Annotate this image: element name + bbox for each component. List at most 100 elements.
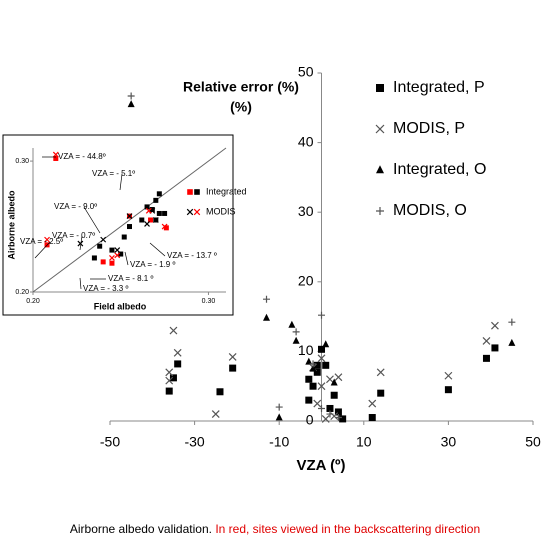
y-tick-label: 0: [306, 412, 314, 428]
marker: [334, 373, 343, 382]
caption-highlight: In red, sites viewed in the backscatteri…: [215, 522, 480, 536]
annotation-arrow: [124, 251, 129, 266]
annotation: VZA = - 8.1 º: [108, 274, 153, 283]
marker: [376, 165, 384, 174]
marker: [121, 234, 127, 240]
marker: [228, 353, 237, 361]
marker: [376, 207, 384, 215]
annotation: VZA = - 0.7º: [52, 231, 95, 240]
marker: [318, 311, 325, 319]
annotation-arrow: [79, 277, 82, 290]
y-tick-label: 50: [298, 64, 314, 80]
annotation: VZA = - 1.9 º: [130, 260, 175, 269]
marker: [313, 399, 322, 408]
marker: [161, 223, 168, 230]
marker: [322, 340, 330, 348]
annotation-arrow: [83, 206, 101, 234]
marker: [109, 247, 115, 253]
y-tick-label: 20: [298, 273, 314, 289]
x-tick-label: 50: [525, 434, 541, 450]
inset-y-tick-label: 0.30: [15, 158, 29, 165]
marker: [148, 217, 154, 223]
marker: [127, 100, 135, 108]
inset-legend-label: MODIS: [206, 206, 236, 216]
marker: [313, 361, 321, 369]
marker: [156, 191, 162, 197]
y-tick-label: 30: [298, 203, 314, 219]
annotation-arrow: [34, 241, 51, 259]
marker: [194, 189, 200, 195]
marker: [193, 208, 201, 216]
marker: [317, 354, 326, 363]
marker: [174, 360, 182, 368]
marker: [145, 207, 152, 214]
marker: [377, 389, 385, 397]
marker: [97, 243, 103, 249]
y-tick-label: 40: [298, 133, 314, 149]
marker: [321, 414, 330, 423]
marker: [318, 345, 325, 353]
marker: [109, 255, 115, 261]
annotation: VZA = - 9.0º: [54, 202, 97, 211]
marker: [288, 320, 296, 328]
inset-x-label: Field albedo: [94, 301, 147, 311]
marker: [169, 374, 177, 382]
annotation: VZA = - 44.8º: [58, 152, 106, 161]
legend-label: MODIS, P: [393, 120, 465, 137]
marker: [77, 240, 84, 247]
caption-text: Airborne albedo validation.: [70, 522, 212, 536]
annotation-arrow: [119, 173, 123, 191]
marker: [127, 92, 135, 100]
marker: [482, 354, 490, 362]
marker: [292, 336, 300, 344]
marker: [313, 368, 321, 376]
marker: [91, 255, 97, 261]
marker: [508, 318, 516, 326]
marker: [127, 224, 132, 230]
marker: [186, 208, 194, 216]
x-tick-label: -30: [184, 434, 204, 450]
marker: [334, 414, 342, 422]
marker: [330, 391, 338, 399]
identity-line: [32, 147, 227, 293]
marker: [149, 207, 155, 213]
x-axis-label: VZA (º): [296, 457, 345, 474]
annotation: VZA = - 5.1º: [92, 169, 135, 178]
marker: [334, 408, 342, 416]
marker: [491, 344, 499, 352]
marker: [326, 375, 334, 384]
marker: [114, 252, 121, 259]
marker: [263, 313, 271, 321]
marker: [153, 197, 159, 203]
caption: Airborne albedo validation. In red, site…: [70, 522, 480, 536]
marker: [156, 210, 162, 216]
marker: [482, 337, 491, 345]
marker: [275, 403, 283, 411]
marker: [330, 378, 338, 386]
marker: [292, 328, 300, 336]
annotation-arrow: [149, 242, 166, 257]
chart-title: Relative error (%): [183, 79, 299, 95]
legend-label: Integrated, P: [393, 79, 485, 96]
marker: [444, 371, 453, 380]
marker: [165, 387, 173, 395]
marker: [444, 386, 452, 394]
inset-x-tick-label: 0.20: [26, 298, 40, 305]
marker: [152, 217, 159, 223]
marker: [309, 360, 317, 368]
marker: [368, 414, 376, 422]
chart-title-unit: (%): [230, 99, 252, 115]
marker: [216, 388, 224, 396]
inset-y-tick-label: 0.20: [15, 289, 29, 296]
marker: [144, 204, 150, 210]
marker: [126, 213, 133, 219]
marker: [263, 295, 271, 303]
marker: [317, 382, 326, 391]
marker: [309, 364, 317, 372]
marker: [339, 415, 347, 423]
marker: [229, 364, 237, 372]
marker: [100, 236, 107, 243]
marker: [44, 236, 50, 243]
